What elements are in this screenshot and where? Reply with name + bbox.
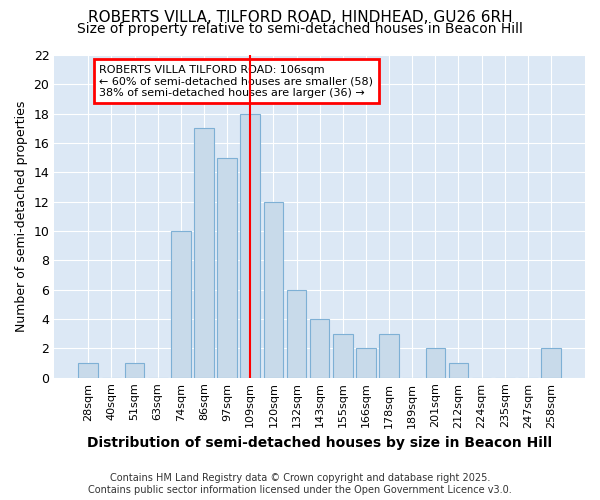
Bar xyxy=(356,348,376,378)
Bar xyxy=(541,348,561,378)
X-axis label: Distribution of semi-detached houses by size in Beacon Hill: Distribution of semi-detached houses by … xyxy=(87,436,552,450)
Y-axis label: Number of semi-detached properties: Number of semi-detached properties xyxy=(15,100,28,332)
Bar xyxy=(194,128,214,378)
Text: ROBERTS VILLA TILFORD ROAD: 106sqm
← 60% of semi-detached houses are smaller (58: ROBERTS VILLA TILFORD ROAD: 106sqm ← 60%… xyxy=(100,64,373,98)
Bar xyxy=(79,363,98,378)
Bar xyxy=(449,363,469,378)
Bar xyxy=(125,363,145,378)
Text: Contains HM Land Registry data © Crown copyright and database right 2025.
Contai: Contains HM Land Registry data © Crown c… xyxy=(88,474,512,495)
Bar xyxy=(425,348,445,378)
Bar xyxy=(263,202,283,378)
Bar xyxy=(171,231,191,378)
Bar xyxy=(241,114,260,378)
Bar xyxy=(333,334,353,378)
Text: ROBERTS VILLA, TILFORD ROAD, HINDHEAD, GU26 6RH: ROBERTS VILLA, TILFORD ROAD, HINDHEAD, G… xyxy=(88,10,512,25)
Bar xyxy=(379,334,399,378)
Bar xyxy=(287,290,307,378)
Bar xyxy=(217,158,237,378)
Bar xyxy=(310,319,329,378)
Text: Size of property relative to semi-detached houses in Beacon Hill: Size of property relative to semi-detach… xyxy=(77,22,523,36)
